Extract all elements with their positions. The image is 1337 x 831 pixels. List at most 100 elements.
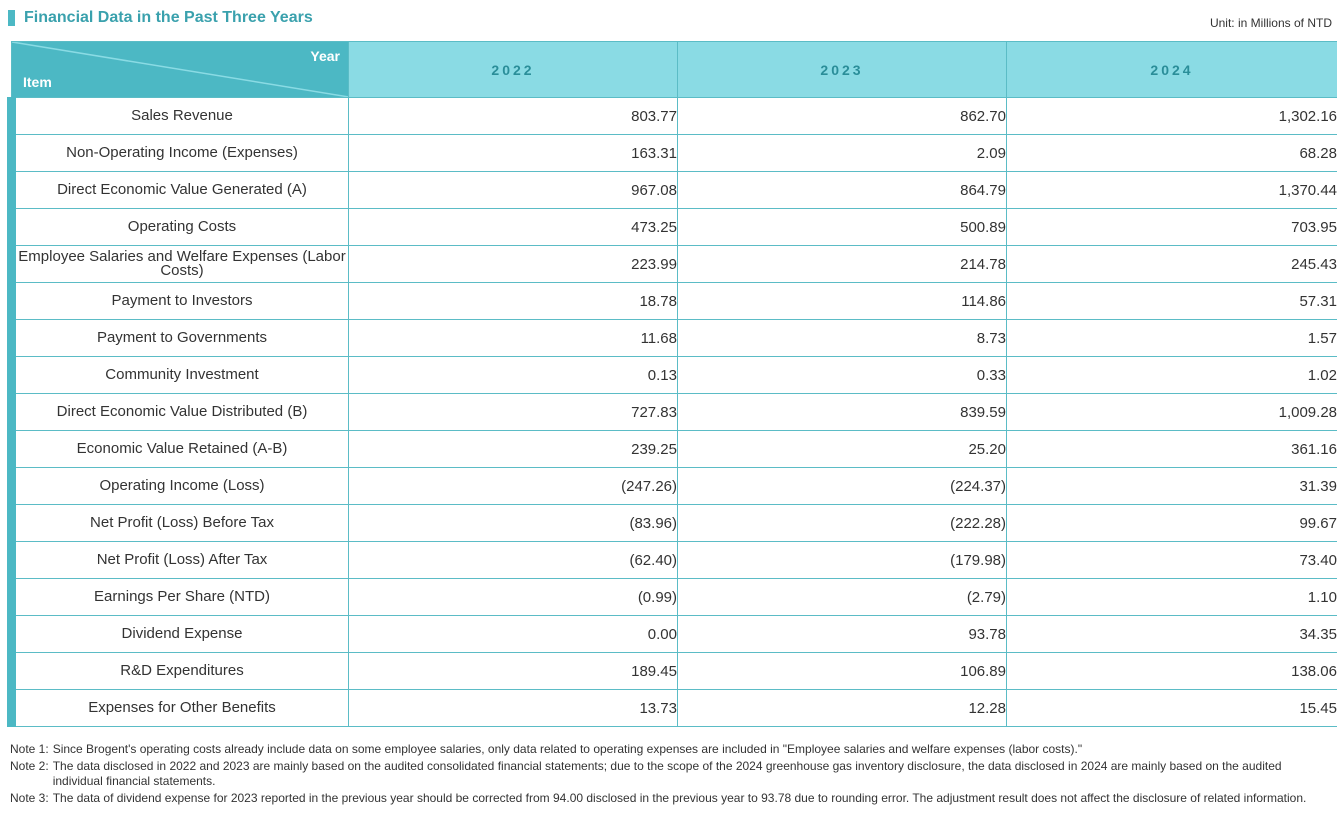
- table-row: Operating Income (Loss) (247.26) (224.37) 3…: [7, 467, 1337, 505]
- table-row: Operating Costs 473.25 500.89 703.95: [7, 208, 1337, 246]
- value-2023: 839.59: [677, 393, 1007, 431]
- value-2022: 727.83: [348, 393, 678, 431]
- row-item-label: Direct Economic Value Distributed (B): [7, 393, 349, 431]
- row-item-label: Direct Economic Value Generated (A): [7, 171, 349, 209]
- row-item-label: Earnings Per Share (NTD): [7, 578, 349, 616]
- value-2023: 2.09: [677, 134, 1007, 172]
- year-header-2024: 2024: [1006, 41, 1337, 98]
- value-2023: 8.73: [677, 319, 1007, 357]
- value-2022: 803.77: [348, 97, 678, 135]
- value-2024: 31.39: [1006, 467, 1337, 505]
- table-header-row: Year Item 2022 2023 2024: [11, 41, 1337, 98]
- title-marker: [8, 10, 15, 26]
- value-2023: (224.37): [677, 467, 1007, 505]
- row-item-label: Expenses for Other Benefits: [7, 689, 349, 727]
- financial-table: Year Item 2022 2023 2024 Sales Revenue 80…: [7, 41, 1337, 727]
- row-item-label: Operating Income (Loss): [7, 467, 349, 505]
- value-2022: 473.25: [348, 208, 678, 246]
- value-2023: (179.98): [677, 541, 1007, 579]
- row-item-label: Non-Operating Income (Expenses): [7, 134, 349, 172]
- note: Note 2: The data disclosed in 2022 and 20…: [10, 759, 1328, 789]
- value-2023: 12.28: [677, 689, 1007, 727]
- note-label: Note 1:: [10, 742, 49, 756]
- value-2023: 106.89: [677, 652, 1007, 690]
- note: Note 1: Since Brogent's operating costs a…: [10, 742, 1328, 757]
- value-2024: 1.02: [1006, 356, 1337, 394]
- value-2022: (0.99): [348, 578, 678, 616]
- value-2022: (62.40): [348, 541, 678, 579]
- value-2023: 114.86: [677, 282, 1007, 320]
- row-item-label: Dividend Expense: [7, 615, 349, 653]
- row-item-label: Net Profit (Loss) Before Tax: [7, 504, 349, 542]
- value-2022: 189.45: [348, 652, 678, 690]
- value-2022: 0.13: [348, 356, 678, 394]
- table-row: Direct Economic Value Generated (A) 967.0…: [7, 171, 1337, 209]
- value-2023: 0.33: [677, 356, 1007, 394]
- year-header-2023: 2023: [677, 41, 1007, 98]
- note-label: Note 2:: [10, 759, 49, 773]
- value-2022: (247.26): [348, 467, 678, 505]
- note-text: The data of dividend expense for 2023 re…: [52, 791, 1307, 805]
- value-2023: 864.79: [677, 171, 1007, 209]
- table-row: Employee Salaries and Welfare Expenses (…: [7, 245, 1337, 283]
- note: Note 3: The data of dividend expense for …: [10, 791, 1328, 806]
- value-2022: 163.31: [348, 134, 678, 172]
- value-2024: 1,370.44: [1006, 171, 1337, 209]
- value-2024: 245.43: [1006, 245, 1337, 283]
- table-row: Earnings Per Share (NTD) (0.99) (2.79) 1.10: [7, 578, 1337, 616]
- table-body: Sales Revenue 803.77 862.70 1,302.16 Non-Ope…: [7, 97, 1337, 727]
- value-2023: (222.28): [677, 504, 1007, 542]
- value-2024: 1.10: [1006, 578, 1337, 616]
- table-row: Expenses for Other Benefits 13.73 12.28 15.…: [7, 689, 1337, 727]
- section-title: Financial Data in the Past Three Years: [8, 9, 313, 27]
- value-2024: 73.40: [1006, 541, 1337, 579]
- table-row: R&D Expenditures 189.45 106.89 138.06: [7, 652, 1337, 690]
- table-row: Payment to Governments 11.68 8.73 1.57: [7, 319, 1337, 357]
- row-item-label: Payment to Governments: [7, 319, 349, 357]
- row-item-label: Operating Costs: [7, 208, 349, 246]
- table-row: Non-Operating Income (Expenses) 163.31 2.0…: [7, 134, 1337, 172]
- value-2023: 500.89: [677, 208, 1007, 246]
- note-text: Since Brogent's operating costs already …: [52, 742, 1083, 756]
- value-2024: 138.06: [1006, 652, 1337, 690]
- value-2023: (2.79): [677, 578, 1007, 616]
- row-item-label: Economic Value Retained (A-B): [7, 430, 349, 468]
- value-2022: 18.78: [348, 282, 678, 320]
- value-2024: 703.95: [1006, 208, 1337, 246]
- table-row: Net Profit (Loss) After Tax (62.40) (179.9…: [7, 541, 1337, 579]
- value-2022: 967.08: [348, 171, 678, 209]
- value-2024: 361.16: [1006, 430, 1337, 468]
- value-2022: 11.68: [348, 319, 678, 357]
- row-item-label: Payment to Investors: [7, 282, 349, 320]
- value-2024: 15.45: [1006, 689, 1337, 727]
- table-row: Payment to Investors 18.78 114.86 57.31: [7, 282, 1337, 320]
- value-2023: 93.78: [677, 615, 1007, 653]
- row-item-label: Community Investment: [7, 356, 349, 394]
- value-2023: 214.78: [677, 245, 1007, 283]
- table-row: Community Investment 0.13 0.33 1.02: [7, 356, 1337, 394]
- value-2022: 13.73: [348, 689, 678, 727]
- value-2024: 99.67: [1006, 504, 1337, 542]
- year-header-2022: 2022: [348, 41, 678, 98]
- item-label: Item: [23, 74, 52, 90]
- table-row: Direct Economic Value Distributed (B) 727…: [7, 393, 1337, 431]
- financial-table-container: Year Item 2022 2023 2024 Sales Revenue 80…: [7, 41, 1337, 727]
- value-2024: 68.28: [1006, 134, 1337, 172]
- value-2024: 1,302.16: [1006, 97, 1337, 135]
- title-text: Financial Data in the Past Three Years: [24, 9, 313, 26]
- row-item-label: Net Profit (Loss) After Tax: [7, 541, 349, 579]
- value-2023: 862.70: [677, 97, 1007, 135]
- value-2023: 25.20: [677, 430, 1007, 468]
- note-text: The data disclosed in 2022 and 2023 are …: [52, 759, 1282, 788]
- row-item-label: Sales Revenue: [7, 97, 349, 135]
- row-item-label: Employee Salaries and Welfare Expenses (…: [7, 245, 349, 283]
- header-corner-cell: Year Item: [11, 41, 349, 98]
- note-label: Note 3:: [10, 791, 49, 805]
- year-label: Year: [310, 48, 340, 64]
- corner-diagonal-line: [12, 42, 348, 97]
- value-2024: 1.57: [1006, 319, 1337, 357]
- table-row: Dividend Expense 0.00 93.78 34.35: [7, 615, 1337, 653]
- table-row: Net Profit (Loss) Before Tax (83.96) (222.…: [7, 504, 1337, 542]
- value-2024: 1,009.28: [1006, 393, 1337, 431]
- value-2022: 223.99: [348, 245, 678, 283]
